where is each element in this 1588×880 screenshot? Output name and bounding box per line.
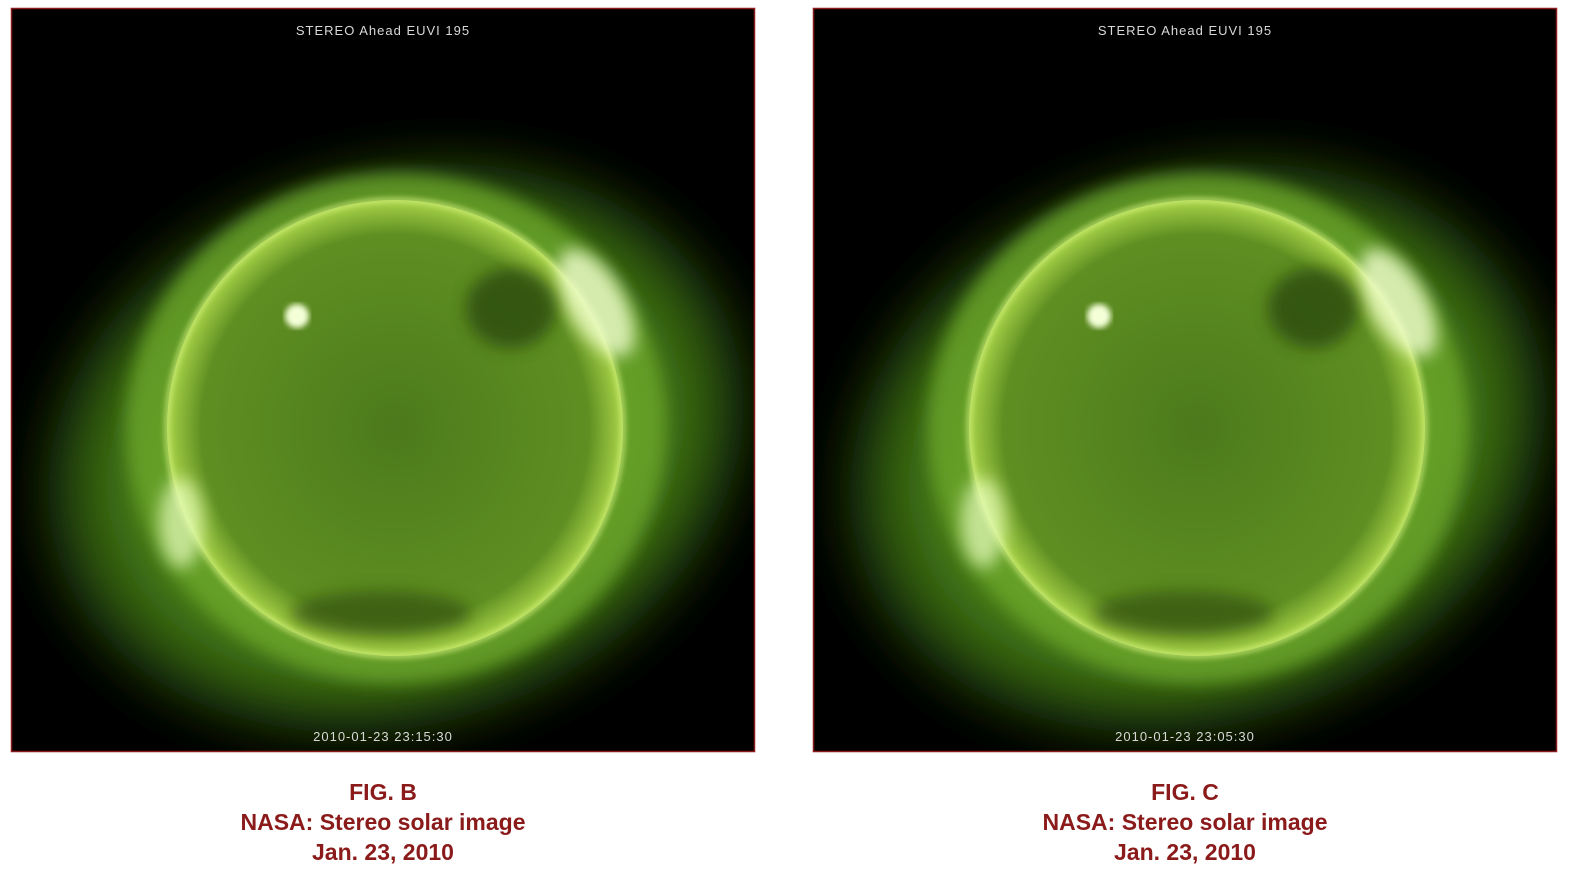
coronal-hole	[466, 268, 556, 348]
caption-line: Jan. 23, 2010	[312, 839, 454, 865]
caption-line: FIG. B	[349, 779, 417, 805]
solar-disk	[969, 200, 1425, 656]
figure: STEREO Ahead EUVI 195 2010-01-23 23:05:30…	[812, 7, 1558, 865]
figure: STEREO Ahead EUVI 195 2010-01-23 23:15:30…	[10, 7, 756, 865]
image-timestamp: 2010-01-23 23:05:30	[1115, 729, 1255, 744]
image-border	[812, 7, 1558, 753]
solar-image: STEREO Ahead EUVI 195 2010-01-23 23:05:30	[813, 8, 1557, 752]
active-region	[285, 304, 309, 328]
coronal-hole	[291, 591, 471, 635]
caption-line: Jan. 23, 2010	[1114, 839, 1256, 865]
image-header: STEREO Ahead EUVI 195	[1098, 23, 1272, 38]
bright-limb	[159, 478, 203, 568]
image-header: STEREO Ahead EUVI 195	[296, 23, 470, 38]
caption-line: FIG. C	[1151, 779, 1219, 805]
image-border	[10, 7, 756, 753]
bright-limb	[961, 478, 1005, 568]
bright-limb	[1359, 249, 1437, 357]
solar-image: STEREO Ahead EUVI 195 2010-01-23 23:15:30	[11, 8, 755, 752]
image-timestamp: 2010-01-23 23:15:30	[313, 729, 453, 744]
active-region	[1087, 304, 1111, 328]
coronal-hole	[1093, 591, 1273, 635]
bright-limb	[557, 249, 635, 357]
solar-limb	[967, 198, 1427, 658]
coronal-hole	[1268, 268, 1358, 348]
solar-limb	[165, 198, 625, 658]
caption-line: NASA: Stereo solar image	[1042, 809, 1327, 835]
solar-disk	[167, 200, 623, 656]
caption-line: NASA: Stereo solar image	[240, 809, 525, 835]
